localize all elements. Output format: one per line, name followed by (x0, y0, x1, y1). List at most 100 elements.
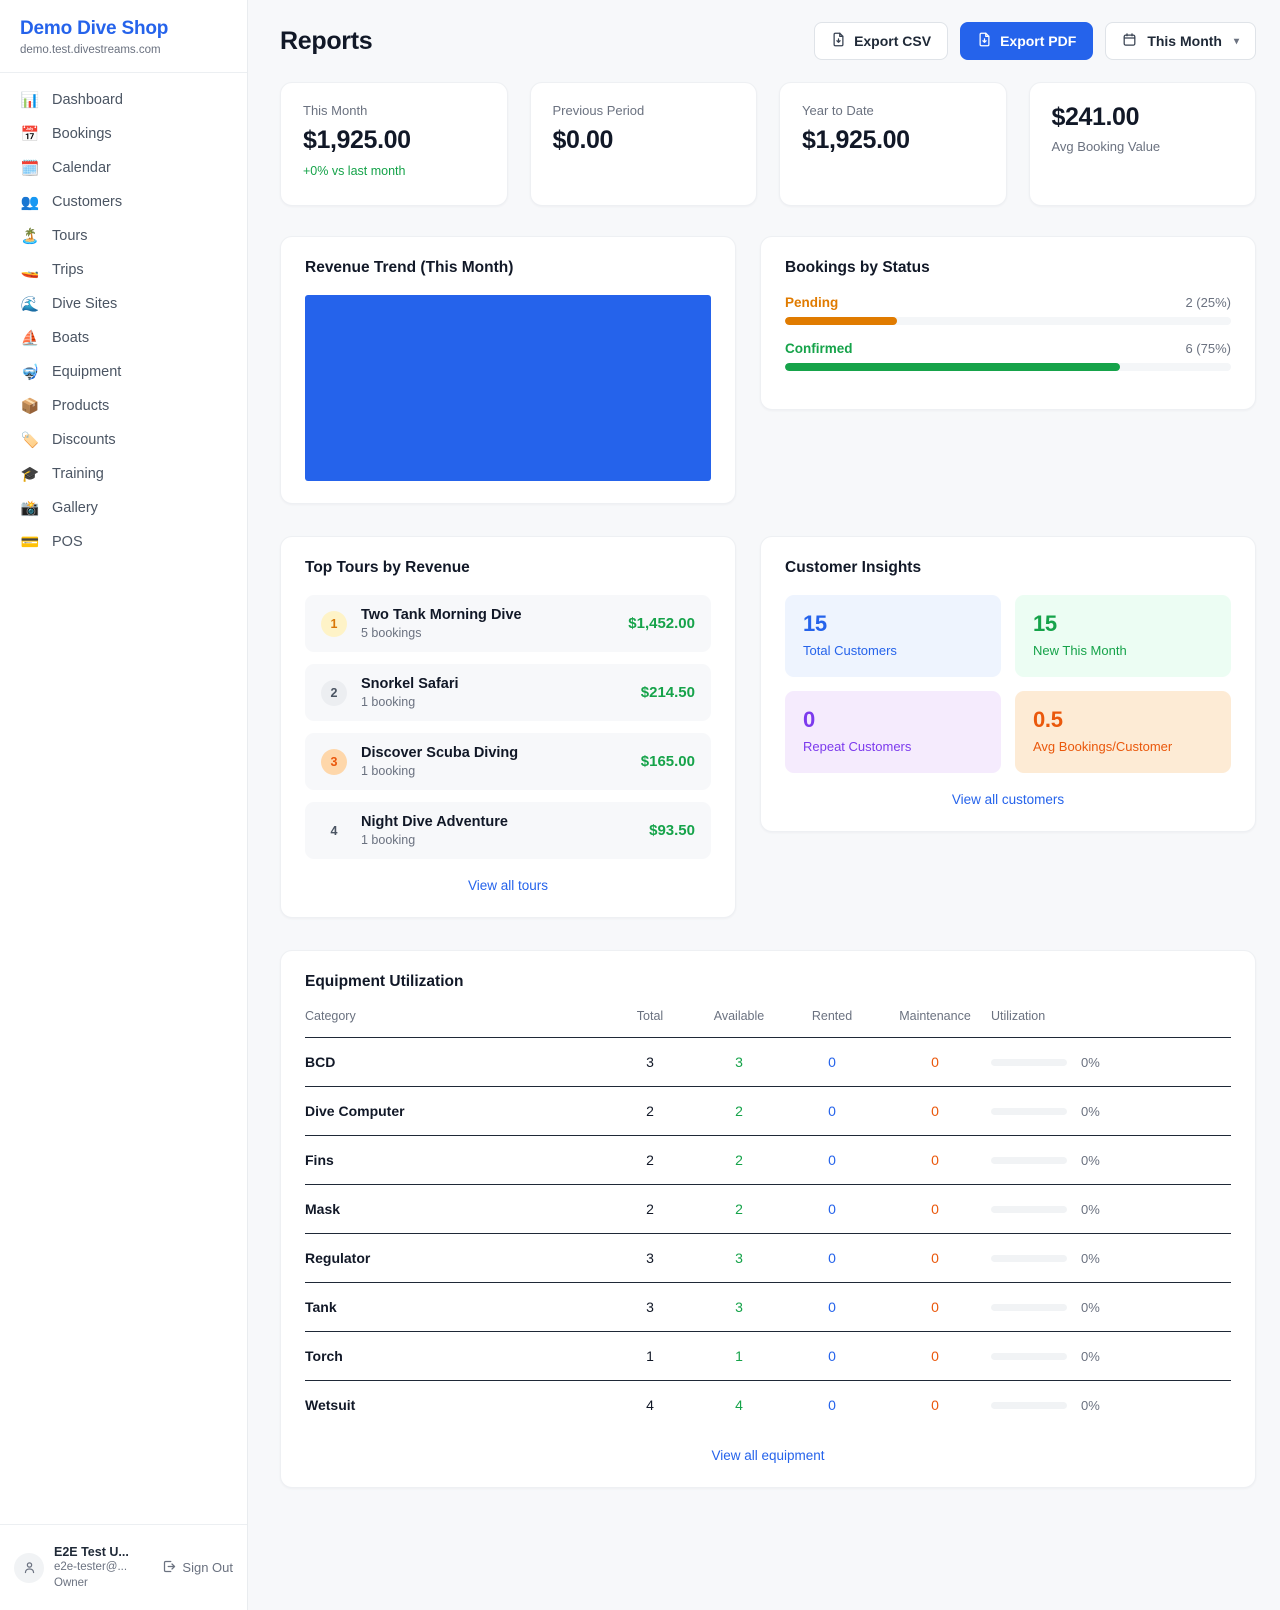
revenue-trend-title: Revenue Trend (This Month) (305, 259, 514, 276)
user-role: Owner (54, 1576, 88, 1589)
sidebar-item-label: Equipment (52, 364, 122, 380)
view-all-tours-row: View all tours (305, 877, 711, 895)
sidebar-item-products[interactable]: 📦 Products (0, 389, 247, 423)
file-download-icon (831, 32, 846, 50)
column-header: Maintenance (879, 1009, 991, 1038)
column-header: Available (693, 1009, 785, 1038)
sidebar-item-tours[interactable]: 🏝️ Tours (0, 219, 247, 253)
sidebar-item-equipment[interactable]: 🤿 Equipment (0, 355, 247, 389)
revenue-trend-chart (305, 295, 711, 481)
kpi-card: $241.00 Avg Booking Value (1028, 82, 1256, 206)
status-row: Pending 2 (25%) (785, 295, 1231, 325)
utilization-bar (991, 1107, 1067, 1115)
view-all-tours-link[interactable]: View all tours (467, 878, 549, 893)
sidebar-item-boats[interactable]: ⛵ Boats (0, 321, 247, 355)
column-header: Category (305, 1009, 607, 1038)
table-row: Regulator 3 3 0 0 0% (305, 1233, 1231, 1283)
user-name: E2E Test U... (54, 1544, 129, 1559)
cell-rented: 0 (785, 1135, 879, 1185)
page-header: Reports Export CSV E (280, 22, 1256, 60)
table-row: Dive Computer 2 2 0 0 0% (305, 1086, 1231, 1136)
tour-name: Night Dive Adventure (361, 814, 508, 830)
kpi-label: This Month (303, 103, 368, 118)
brand-block[interactable]: Demo Dive Shop demo.test.divestreams.com (0, 0, 247, 73)
utilization-percent: 0% (1081, 1103, 1100, 1119)
sidebar-item-label: Trips (52, 262, 84, 278)
view-all-equipment-link[interactable]: View all equipment (711, 1448, 825, 1463)
sidebar-item-label: Calendar (52, 160, 111, 176)
export-pdf-button[interactable]: Export PDF (960, 22, 1094, 60)
cell-maintenance: 0 (879, 1233, 991, 1283)
cell-available: 3 (693, 1037, 785, 1087)
tour-name: Two Tank Morning Dive (361, 607, 522, 623)
tour-rank-badge: 3 (321, 748, 347, 775)
table-body: BCD 3 3 0 0 0% Dive Computer 2 2 0 0 0% Fins 2 2 0 0 0% Ma… (305, 1037, 1231, 1430)
export-csv-button[interactable]: Export CSV (814, 22, 949, 60)
sign-out-icon (162, 1559, 177, 1577)
sidebar-item-label: Dashboard (52, 92, 123, 108)
file-download-icon (977, 32, 992, 50)
tour-rank-badge: 2 (321, 679, 347, 706)
kpi-value: $0.00 (552, 126, 614, 154)
cell-total: 1 (607, 1331, 693, 1381)
utilization-percent: 0% (1081, 1054, 1100, 1070)
insight-label: New This Month (1033, 643, 1127, 658)
sidebar-item-label: Gallery (52, 500, 98, 516)
equipment-title: Equipment Utilization (305, 973, 464, 990)
sidebar-item-label: Customers (52, 194, 123, 210)
sidebar-item-label: Products (52, 398, 110, 414)
cell-available: 4 (735, 1397, 743, 1413)
island-icon: 🏝️ (20, 227, 40, 245)
insight-value: 0 (803, 707, 815, 732)
tour-rank-badge: 4 (330, 823, 338, 838)
status-progress-track (785, 363, 1231, 371)
utilization-bar (991, 1205, 1067, 1213)
sidebar-item-discounts[interactable]: 🏷️ Discounts (0, 423, 247, 457)
cell-rented: 0 (785, 1233, 879, 1283)
utilization-percent: 0% (1081, 1250, 1100, 1266)
camera-flash-icon: 📸 (20, 499, 40, 517)
column-header: Rented (785, 1009, 879, 1038)
cell-utilization: 0% (991, 1282, 1231, 1332)
cell-total: 2 (607, 1184, 693, 1234)
tour-row[interactable]: 1 Two Tank Morning Dive 5 bookings $1,452.0… (305, 595, 711, 652)
cell-total: 3 (607, 1282, 693, 1332)
sidebar-item-customers[interactable]: 👥 Customers (0, 185, 247, 219)
cell-category: Wetsuit (305, 1397, 356, 1413)
tour-row[interactable]: 4 Night Dive Adventure 1 booking $93.50 (305, 802, 711, 859)
brand-domain: demo.test.divestreams.com (20, 44, 161, 56)
cell-utilization: 0% (991, 1184, 1231, 1234)
view-all-customers-link[interactable]: View all customers (951, 792, 1065, 807)
sign-out-button[interactable]: Sign Out (162, 1559, 233, 1577)
sidebar-item-calendar[interactable]: 🗓️ Calendar (0, 151, 247, 185)
tour-revenue: $1,452.00 (628, 615, 695, 632)
cell-maintenance: 0 (879, 1037, 991, 1087)
column-header: Utilization (991, 1009, 1231, 1038)
sidebar-item-dashboard[interactable]: 📊 Dashboard (0, 83, 247, 117)
cell-rented: 0 (785, 1331, 879, 1381)
tour-name: Discover Scuba Diving (361, 745, 519, 761)
sidebar-item-gallery[interactable]: 📸 Gallery (0, 491, 247, 525)
bookings-by-status-panel: Bookings by Status Pending 2 (25%) Confirm… (760, 236, 1256, 410)
sidebar-spacer (0, 559, 247, 1524)
tour-row[interactable]: 2 Snorkel Safari 1 booking $214.50 (305, 664, 711, 721)
sidebar-item-bookings[interactable]: 📅 Bookings (0, 117, 247, 151)
cell-available: 2 (693, 1086, 785, 1136)
utilization-percent: 0% (1081, 1299, 1100, 1315)
user-bar: E2E Test U... e2e-tester@... Owner Sign … (0, 1524, 247, 1610)
export-csv-label: Export CSV (854, 33, 932, 49)
sidebar-item-training[interactable]: 🎓 Training (0, 457, 247, 491)
tours-customers-row: Top Tours by Revenue 1 Two Tank Morning D… (280, 536, 1256, 918)
cell-rented: 0 (785, 1184, 879, 1234)
tour-bookings: 1 booking (361, 833, 416, 847)
sidebar-item-pos[interactable]: 💳 POS (0, 525, 247, 559)
sidebar-item-dive-sites[interactable]: 🌊 Dive Sites (0, 287, 247, 321)
date-range-select[interactable]: This Month ▾ (1105, 22, 1256, 60)
sidebar-item-trips[interactable]: 🚤 Trips (0, 253, 247, 287)
sidebar-item-label: POS (52, 534, 83, 550)
tour-row[interactable]: 3 Discover Scuba Diving 1 booking $165.00 (305, 733, 711, 790)
tour-name: Snorkel Safari (361, 676, 459, 692)
utilization-percent: 0% (1081, 1201, 1100, 1217)
table-header-row: Category Total Available Rented Maintenance U… (305, 1009, 1231, 1038)
